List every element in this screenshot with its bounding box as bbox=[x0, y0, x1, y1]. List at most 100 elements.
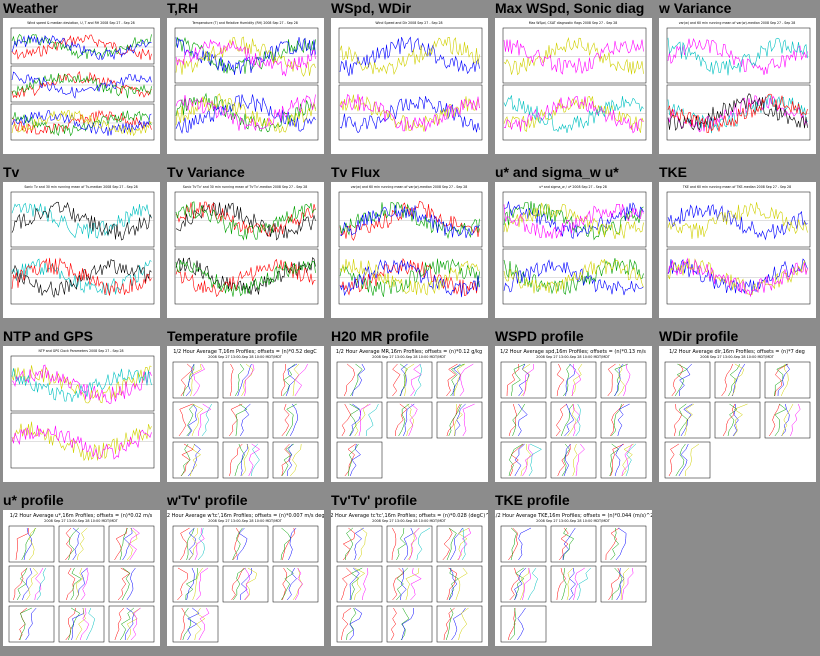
timeseries-plot-thumbnail[interactable]: Sonic Tv and 30 min running mean of Tv-m… bbox=[3, 182, 160, 318]
thumbnail-cell: TKE TKE and 60 min running mean of TKE-me… bbox=[656, 164, 819, 327]
profile-plot-title: 1/2 Hour Average dir,16m Profiles; offse… bbox=[669, 349, 805, 355]
profile-plot-subtitle: 2008 Sep 27 13:00-Sep 28 10:00 MDT/MDT bbox=[372, 519, 447, 523]
plot-image: 1/2 Hour Average spd,16m Profiles; offse… bbox=[500, 349, 646, 479]
thumbnail-cell: Max WSpd, Sonic diag Max WSpd, CSAT diagn… bbox=[492, 0, 655, 163]
profile-plot-subtitle: 2008 Sep 27 13:00-Sep 28 10:00 MDT/MDT bbox=[536, 519, 611, 523]
plot-image: Wind speed & median deviation, U, T and … bbox=[10, 21, 155, 141]
timeseries-plot-thumbnail[interactable]: u* and sigma_w / u* 2008 Sep 27 - Sep 28 bbox=[495, 182, 652, 318]
profile-plot-thumbnail[interactable]: 1/2 Hour Average dir,16m Profiles; offse… bbox=[659, 346, 816, 482]
thumbnail-plot-title: Max WSpd, CSAT diagnostic flags 2008 Sep… bbox=[529, 21, 618, 25]
thumbnail-plot-title: TKE and 60 min running mean of TKE-media… bbox=[682, 185, 791, 189]
thumbnail-plot-title: u* and sigma_w / u* 2008 Sep 27 - Sep 28 bbox=[539, 185, 607, 189]
plot-title-label: Weather bbox=[3, 0, 58, 16]
profile-plot-title: 1/2 Hour Average TKE,16m Profiles; offse… bbox=[495, 513, 652, 519]
thumbnail-plot-title: var(w) and 60 min running mean of var(w)… bbox=[351, 185, 468, 189]
plot-image: NTP and GPS Clock Parameters 2008 Sep 27… bbox=[10, 349, 155, 469]
profile-plot-thumbnail[interactable]: 1/2 Hour Average spd,16m Profiles; offse… bbox=[495, 346, 652, 482]
plot-image: u* and sigma_w / u* 2008 Sep 27 - Sep 28 bbox=[502, 185, 647, 305]
thumbnail-cell: Tv Flux var(w) and 60 min running mean of… bbox=[328, 164, 491, 327]
thumbnail-cell: Temperature profile 1/2 Hour Average T,16… bbox=[164, 328, 327, 491]
plot-image: 1/2 Hour Average T,16m Profiles; offsets… bbox=[172, 349, 319, 479]
thumbnail-plot-title: Sonic Tv and 30 min running mean of Tv-m… bbox=[24, 185, 137, 189]
plot-image: 1/2 Hour Average w'tc',16m Profiles; off… bbox=[167, 513, 324, 643]
profile-plot-thumbnail[interactable]: 1/2 Hour Average u*,16m Profiles; offset… bbox=[3, 510, 160, 646]
thumbnail-cell: Weather Wind speed & median deviation, U,… bbox=[0, 0, 163, 163]
plot-title-label: u* profile bbox=[3, 492, 64, 508]
plot-title-label: Tv'Tv' profile bbox=[331, 492, 418, 508]
timeseries-plot-thumbnail[interactable]: NTP and GPS Clock Parameters 2008 Sep 27… bbox=[3, 346, 160, 482]
profile-plot-title: 1/2 Hour Average spd,16m Profiles; offse… bbox=[500, 349, 646, 355]
plot-image: 1/2 Hour Average dir,16m Profiles; offse… bbox=[664, 349, 811, 479]
plot-image: Max WSpd, CSAT diagnostic flags 2008 Sep… bbox=[502, 21, 647, 141]
timeseries-plot-thumbnail[interactable]: Wind Speed and Dir 2008 Sep 27 - Sep 28 bbox=[331, 18, 488, 154]
plot-title-label: WSpd, WDir bbox=[331, 0, 412, 16]
plot-image: 1/2 Hour Average u*,16m Profiles; offset… bbox=[8, 513, 155, 643]
plot-title-label: H20 MR profile bbox=[331, 328, 430, 344]
timeseries-plot-thumbnail[interactable]: var(w) and 60 min running mean of var(w)… bbox=[659, 18, 816, 154]
thumbnail-cell: TKE profile 1/2 Hour Average TKE,16m Prof… bbox=[492, 492, 655, 655]
plot-image: 1/2 Hour Average MR,16m Profiles; offset… bbox=[336, 349, 483, 479]
plot-title-label: u* and sigma_w u* bbox=[495, 164, 619, 180]
profile-plot-thumbnail[interactable]: 1/2 Hour Average MR,16m Profiles; offset… bbox=[331, 346, 488, 482]
plot-title-label: WSPD profile bbox=[495, 328, 584, 344]
thumbnail-cell: T,RH Temperature (T) and Relative Humidit… bbox=[164, 0, 327, 163]
plot-image: Sonic Tv'Tv' and 30 min running mean of … bbox=[174, 185, 319, 305]
profile-plot-subtitle: 2008 Sep 27 13:00-Sep 28 10:00 MDT/MDT bbox=[700, 355, 775, 359]
thumbnail-plot-title: NTP and GPS Clock Parameters 2008 Sep 27… bbox=[38, 349, 123, 353]
timeseries-plot-thumbnail[interactable]: TKE and 60 min running mean of TKE-media… bbox=[659, 182, 816, 318]
plot-title-label: WDir profile bbox=[659, 328, 739, 344]
thumbnail-cell: Tv'Tv' profile 1/2 Hour Average tc'tc',16… bbox=[328, 492, 491, 655]
timeseries-plot-thumbnail[interactable]: Sonic Tv'Tv' and 30 min running mean of … bbox=[167, 182, 324, 318]
profile-plot-thumbnail[interactable]: 1/2 Hour Average w'tc',16m Profiles; off… bbox=[167, 510, 324, 646]
plot-title-label: w'Tv' profile bbox=[167, 492, 248, 508]
plot-image: 1/2 Hour Average TKE,16m Profiles; offse… bbox=[495, 513, 652, 643]
thumbnail-cell: H20 MR profile 1/2 Hour Average MR,16m Pr… bbox=[328, 328, 491, 491]
plot-title-label: T,RH bbox=[167, 0, 199, 16]
plot-title-label: Tv Flux bbox=[331, 164, 381, 180]
timeseries-plot-thumbnail[interactable]: Max WSpd, CSAT diagnostic flags 2008 Sep… bbox=[495, 18, 652, 154]
thumbnail-cell: u* and sigma_w u* u* and sigma_w / u* 200… bbox=[492, 164, 655, 327]
thumbnail-cell: WSPD profile 1/2 Hour Average spd,16m Pro… bbox=[492, 328, 655, 491]
plot-image: Sonic Tv and 30 min running mean of Tv-m… bbox=[10, 185, 155, 305]
thumbnail-cell: w Variance var(w) and 60 min running mean… bbox=[656, 0, 819, 163]
plot-title-label: NTP and GPS bbox=[3, 328, 93, 344]
thumbnail-cell: WSpd, WDir Wind Speed and Dir 2008 Sep 27… bbox=[328, 0, 491, 163]
profile-plot-thumbnail[interactable]: 1/2 Hour Average TKE,16m Profiles; offse… bbox=[495, 510, 652, 646]
profile-plot-subtitle: 2008 Sep 27 13:00-Sep 28 10:00 MDT/MDT bbox=[208, 519, 283, 523]
plot-image: Wind Speed and Dir 2008 Sep 27 - Sep 28 bbox=[338, 21, 483, 141]
profile-plot-subtitle: 2008 Sep 27 13:00-Sep 28 10:00 MDT/MDT bbox=[44, 519, 119, 523]
plot-title-label: TKE profile bbox=[495, 492, 570, 508]
thumbnail-cell: w'Tv' profile 1/2 Hour Average w'tc',16m … bbox=[164, 492, 327, 655]
plot-image: var(w) and 60 min running mean of var(w)… bbox=[666, 21, 811, 141]
plot-title-label: Temperature profile bbox=[167, 328, 298, 344]
plot-title-label: Max WSpd, Sonic diag bbox=[495, 0, 645, 16]
thumbnail-cell: Tv Sonic Tv and 30 min running mean of Tv… bbox=[0, 164, 163, 327]
plot-title-label: Tv bbox=[3, 164, 20, 180]
timeseries-plot-thumbnail[interactable]: Wind speed & median deviation, U, T and … bbox=[3, 18, 160, 154]
profile-plot-subtitle: 2008 Sep 27 13:00-Sep 28 10:00 MDT/MDT bbox=[372, 355, 447, 359]
profile-plot-subtitle: 2008 Sep 27 13:00-Sep 28 10:00 MDT/MDT bbox=[208, 355, 283, 359]
thumbnail-cell: u* profile 1/2 Hour Average u*,16m Profil… bbox=[0, 492, 163, 655]
thumbnail-plot-title: Wind speed & median deviation, U, T and … bbox=[27, 21, 134, 25]
profile-plot-title: 1/2 Hour Average tc'tc',16m Profiles; of… bbox=[331, 513, 488, 519]
profile-plot-thumbnail[interactable]: 1/2 Hour Average T,16m Profiles; offsets… bbox=[167, 346, 324, 482]
thumbnail-plot-title: var(w) and 60 min running mean of var(w)… bbox=[679, 21, 796, 25]
plot-image: TKE and 60 min running mean of TKE-media… bbox=[666, 185, 811, 305]
timeseries-plot-thumbnail[interactable]: var(w) and 60 min running mean of var(w)… bbox=[331, 182, 488, 318]
plot-title-label: Tv Variance bbox=[167, 164, 245, 180]
profile-plot-title: 1/2 Hour Average T,16m Profiles; offsets… bbox=[173, 349, 317, 355]
thumbnail-cell: NTP and GPS NTP and GPS Clock Parameters … bbox=[0, 328, 163, 491]
plot-image: var(w) and 60 min running mean of var(w)… bbox=[338, 185, 483, 305]
thumbnail-plot-title: Sonic Tv'Tv' and 30 min running mean of … bbox=[183, 185, 308, 189]
plot-title-label: TKE bbox=[659, 164, 687, 180]
plot-image: Temperature (T) and Relative Humidity (R… bbox=[174, 21, 319, 141]
profile-plot-subtitle: 2008 Sep 27 13:00-Sep 28 10:00 MDT/MDT bbox=[536, 355, 611, 359]
plot-title-label: w Variance bbox=[659, 0, 732, 16]
profile-plot-title: 1/2 Hour Average MR,16m Profiles; offset… bbox=[336, 349, 482, 355]
thumbnail-cell: Tv Variance Sonic Tv'Tv' and 30 min runni… bbox=[164, 164, 327, 327]
thumbnail-plot-title: Wind Speed and Dir 2008 Sep 27 - Sep 28 bbox=[375, 21, 442, 25]
profile-plot-thumbnail[interactable]: 1/2 Hour Average tc'tc',16m Profiles; of… bbox=[331, 510, 488, 646]
plot-image: 1/2 Hour Average tc'tc',16m Profiles; of… bbox=[331, 513, 488, 643]
profile-plot-title: 1/2 Hour Average w'tc',16m Profiles; off… bbox=[167, 513, 324, 519]
timeseries-plot-thumbnail[interactable]: Temperature (T) and Relative Humidity (R… bbox=[167, 18, 324, 154]
